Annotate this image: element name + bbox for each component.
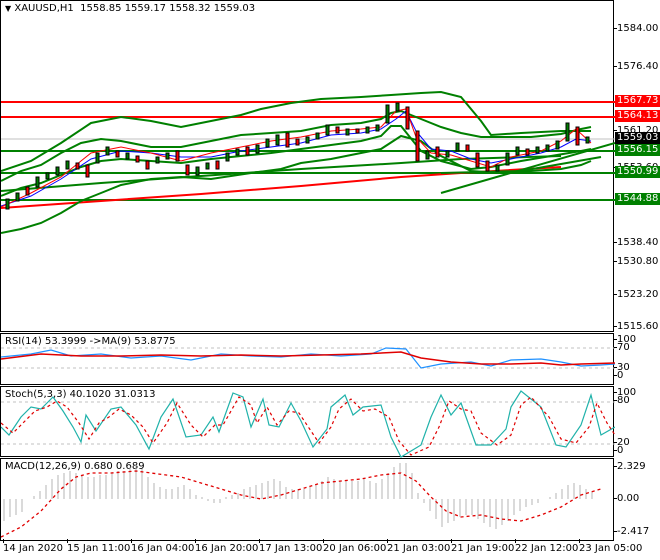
macd-pane[interactable]: MACD(12,26,9) 0.680 0.689 bbox=[0, 458, 614, 541]
rsi-pane[interactable]: RSI(14) 53.3999 ->MA(9) 53.8775 bbox=[0, 333, 615, 385]
time-tick: 16 Jan 04:00 bbox=[131, 539, 195, 554]
macd-tick: 2.329 bbox=[614, 461, 646, 472]
stoch-chart-svg bbox=[1, 390, 615, 458]
price-tick: 1584.00 bbox=[613, 23, 659, 34]
time-tick: 16 Jan 20:00 bbox=[195, 539, 259, 554]
macd-tick: -2.417 bbox=[613, 526, 650, 537]
price-axis: 1584.00 1576.40 1561.20 1553.60 1538.40 … bbox=[613, 0, 660, 332]
macd-axis: 2.329 0.00 -2.417 bbox=[613, 458, 660, 541]
rsi-tick: 70 bbox=[614, 342, 630, 353]
rsi-tick: 0 bbox=[613, 370, 624, 381]
stoch-tick: 20 bbox=[614, 437, 630, 448]
price-tick: 1538.40 bbox=[613, 237, 659, 248]
rsi-label: RSI(14) 53.3999 ->MA(9) 53.8775 bbox=[5, 336, 176, 347]
stoch-tick: 80 bbox=[614, 395, 630, 406]
collapse-triangle-icon[interactable]: ▼ bbox=[5, 4, 12, 13]
symbol-label: XAUUSD,H1 bbox=[14, 3, 74, 14]
level-tag-1556: 1556.15 bbox=[615, 144, 660, 156]
stoch-axis: 100 80 20 0 bbox=[613, 386, 660, 457]
rsi-tick: 100 bbox=[613, 334, 637, 345]
time-tick: 23 Jan 05:00 bbox=[579, 539, 643, 554]
stoch-tick: 0 bbox=[613, 445, 624, 456]
rsi-tick: 30 bbox=[614, 362, 630, 373]
stoch-tick: 100 bbox=[613, 387, 637, 398]
time-tick: 15 Jan 11:00 bbox=[67, 539, 131, 554]
macd-tick: 0.00 bbox=[613, 493, 640, 504]
time-tick: 21 Jan 19:00 bbox=[451, 539, 515, 554]
level-tag-1544: 1544.88 bbox=[615, 193, 660, 205]
price-tick: 1561.20 bbox=[613, 125, 659, 136]
level-tag-1551: 1550.99 bbox=[615, 166, 660, 178]
time-tick: 14 Jan 2020 bbox=[3, 539, 63, 554]
price-chart-svg bbox=[1, 90, 615, 234]
time-tick: 22 Jan 12:00 bbox=[515, 539, 579, 554]
rsi-chart-svg bbox=[1, 347, 615, 369]
macd-chart-svg bbox=[1, 463, 602, 538]
time-tick: 20 Jan 06:00 bbox=[323, 539, 387, 554]
macd-label: MACD(12,26,9) 0.680 0.689 bbox=[5, 461, 145, 472]
time-tick: 21 Jan 03:00 bbox=[387, 539, 451, 554]
level-tag-1567: 1567.73 bbox=[615, 95, 660, 107]
price-tick: 1515.60 bbox=[613, 321, 659, 332]
stoch-pane[interactable]: Stoch(5,3,3) 40.1020 31.0313 bbox=[0, 386, 615, 458]
ohlc-values: 1558.85 1559.17 1558.32 1559.03 bbox=[80, 3, 256, 14]
symbol-header: ▼ XAUUSD,H1 1558.85 1559.17 1558.32 1559… bbox=[5, 3, 255, 14]
main-price-pane[interactable]: ▼ XAUUSD,H1 1558.85 1559.17 1558.32 1559… bbox=[0, 0, 615, 332]
price-tick: 1530.80 bbox=[613, 256, 659, 267]
price-tick: 1576.40 bbox=[613, 61, 659, 72]
price-tick: 1523.20 bbox=[613, 289, 659, 300]
level-tag-1564: 1564.13 bbox=[615, 110, 660, 122]
time-tick: 17 Jan 13:00 bbox=[259, 539, 323, 554]
current-price-tag: 1559.03 bbox=[615, 132, 660, 144]
stoch-label: Stoch(5,3,3) 40.1020 31.0313 bbox=[5, 389, 156, 400]
rsi-axis: 100 70 30 0 bbox=[613, 333, 660, 385]
